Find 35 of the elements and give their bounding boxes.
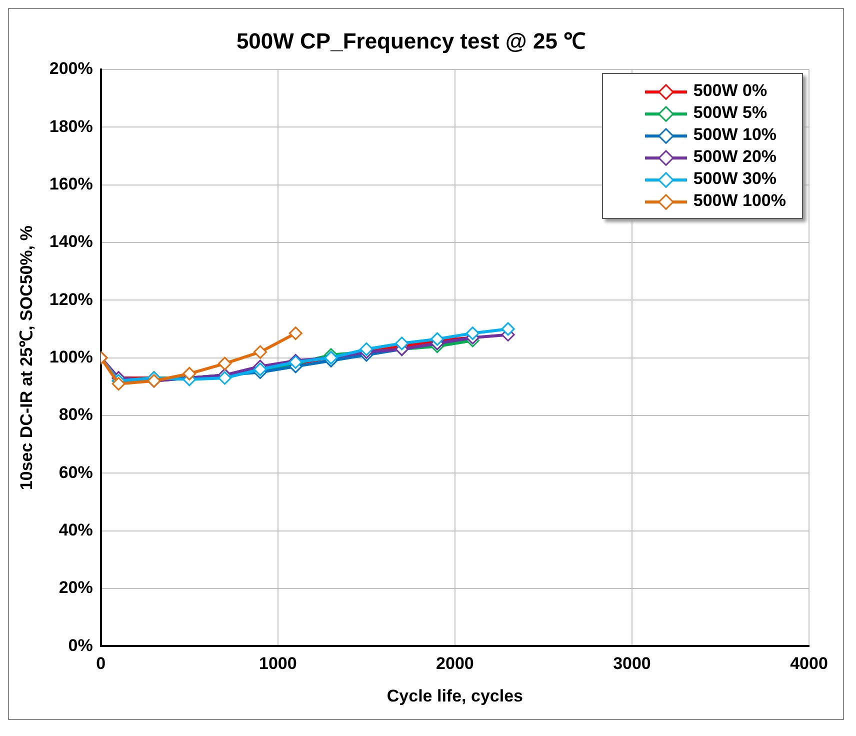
chart-title: 500W CP_Frequency test @ 25 ℃ [236,28,586,54]
y-tick-label: 100% [49,347,93,366]
y-tick-label: 120% [49,290,93,309]
point [466,326,480,340]
y-tick-label: 160% [49,174,93,194]
point [395,336,409,350]
point [218,371,232,385]
y-tick-label: 140% [49,232,93,252]
x-axis-title: Cycle life, cycles [386,686,523,706]
point [360,342,374,356]
point [501,322,515,336]
point [218,356,232,370]
legend-label: 500W 10% [693,125,777,144]
x-tick-label: 3000 [613,654,651,674]
x-tick-label: 4000 [790,654,828,674]
y-tick-label: 80% [58,405,93,424]
y-tick-label: 200% [49,59,93,78]
y-axis-title: 10sec DC-IR at 25℃, SOC50%, % [16,226,36,490]
x-tick-label: 2000 [436,654,474,674]
point [288,326,302,340]
y-tick-label: 60% [58,462,93,482]
point [182,366,196,380]
legend-label: 500W 20% [693,147,777,166]
x-tick-label: 1000 [258,654,297,674]
legend-label: 500W 0% [693,81,768,100]
y-tick-label: 0% [68,636,93,655]
y-tick-label: 180% [49,116,93,136]
legend-label: 500W 5% [693,103,768,122]
legend-label: 500W 100% [693,191,786,210]
y-tick-label: 40% [58,520,93,540]
point [253,345,267,359]
point [112,377,126,391]
legend-label: 500W 30% [693,169,777,188]
y-tick-label: 20% [58,578,93,598]
x-tick-label: 0 [96,654,106,674]
